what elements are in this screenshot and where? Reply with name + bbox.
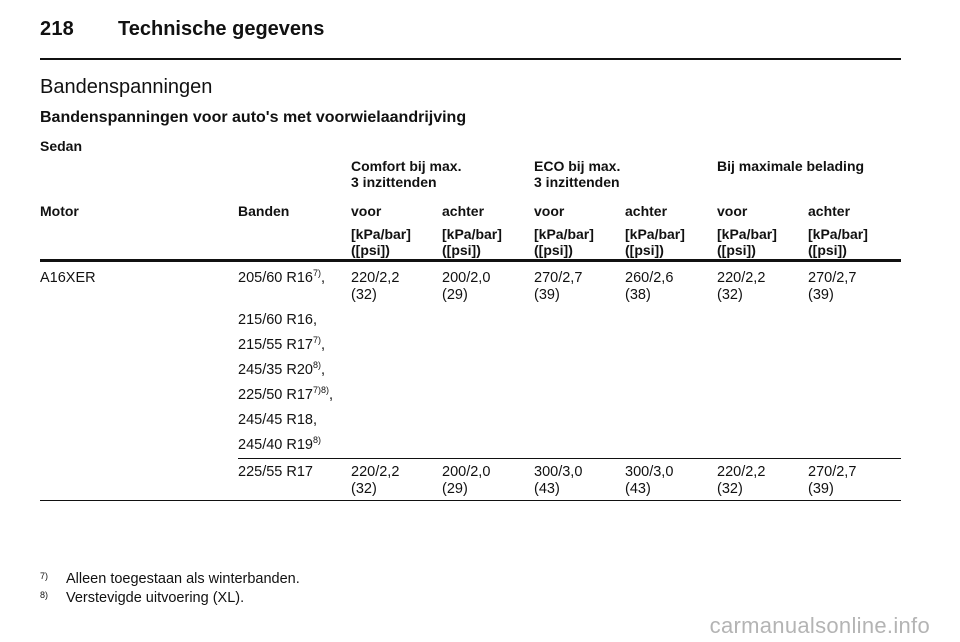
footnote-ref: 7) <box>312 268 321 278</box>
body-type-label: Sedan <box>40 138 83 154</box>
pressure-cell: 200/2,0 (29) <box>442 464 491 497</box>
page-header-title: Technische gegevens <box>118 18 325 40</box>
tyre-size: 215/60 R16, <box>238 312 318 328</box>
tyre-size: 205/60 R167), <box>238 268 326 287</box>
col-header-comfort-front: voor <box>351 203 382 219</box>
col-header-motor: Motor <box>40 203 79 219</box>
group-header-comfort: Comfort bij max. 3 inzittenden <box>351 158 462 190</box>
pressure-cell: 220/2,2 (32) <box>351 270 400 303</box>
pressure-cell: 270/2,7 (39) <box>534 270 583 303</box>
tyre-size: 215/55 R177), <box>238 335 326 354</box>
tyre-size: 245/35 R208), <box>238 360 326 379</box>
pressure-cell: 270/2,7 (39) <box>808 464 857 497</box>
unit-header: [kPa/bar] ([psi]) <box>808 226 868 258</box>
footnote-ref: 8) <box>312 360 321 370</box>
col-header-eco-front: voor <box>534 203 565 219</box>
footnote-text: Alleen toegestaan als winterbanden. <box>66 571 300 587</box>
row-divider <box>238 458 901 459</box>
col-header-max-rear: achter <box>808 203 851 219</box>
footnote-ref: 8) <box>312 435 321 445</box>
footnote-mark: 7) <box>40 571 49 581</box>
pressure-cell: 220/2,2 (32) <box>717 464 766 497</box>
tyre-size: 225/55 R17 <box>238 464 313 480</box>
table-bottom-rule <box>40 500 901 501</box>
col-header-eco-rear: achter <box>625 203 668 219</box>
pressure-cell: 220/2,2 (32) <box>351 464 400 497</box>
unit-header: [kPa/bar] ([psi]) <box>534 226 594 258</box>
page-number: 218 <box>40 18 74 40</box>
unit-header: [kPa/bar] ([psi]) <box>442 226 502 258</box>
subsection-title: Bandenspanningen voor auto's met voorwie… <box>40 109 467 126</box>
tyre-size: 245/40 R198) <box>238 435 321 454</box>
footnote-text: Verstevigde uitvoering (XL). <box>66 590 245 606</box>
table-header-rule <box>40 259 901 262</box>
pressure-cell: 220/2,2 (32) <box>717 270 766 303</box>
unit-header: [kPa/bar] ([psi]) <box>625 226 685 258</box>
pressure-cell: 260/2,6 (38) <box>625 270 674 303</box>
group-header-eco: ECO bij max. 3 inzittenden <box>534 158 621 190</box>
col-header-comfort-rear: achter <box>442 203 485 219</box>
col-header-banden: Banden <box>238 203 290 219</box>
tyre-size: 225/50 R177)8), <box>238 385 334 404</box>
motor-cell: A16XER <box>40 270 96 286</box>
section-title: Bandenspanningen <box>40 76 213 98</box>
tyre-size: 245/45 R18, <box>238 412 318 428</box>
watermark: carmanualsonline.info <box>709 613 930 638</box>
unit-header: [kPa/bar] ([psi]) <box>351 226 411 258</box>
unit-header: [kPa/bar] ([psi]) <box>717 226 777 258</box>
pressure-cell: 270/2,7 (39) <box>808 270 857 303</box>
footnote-ref: 7) <box>312 335 321 345</box>
group-header-max-load: Bij maximale belading <box>717 158 865 174</box>
footnote-ref: 7)8) <box>312 385 329 395</box>
footnote-mark: 8) <box>40 590 49 600</box>
pressure-cell: 300/3,0 (43) <box>625 464 674 497</box>
header-rule <box>40 58 901 60</box>
pressure-cell: 200/2,0 (29) <box>442 270 491 303</box>
col-header-max-front: voor <box>717 203 748 219</box>
pressure-cell: 300/3,0 (43) <box>534 464 583 497</box>
